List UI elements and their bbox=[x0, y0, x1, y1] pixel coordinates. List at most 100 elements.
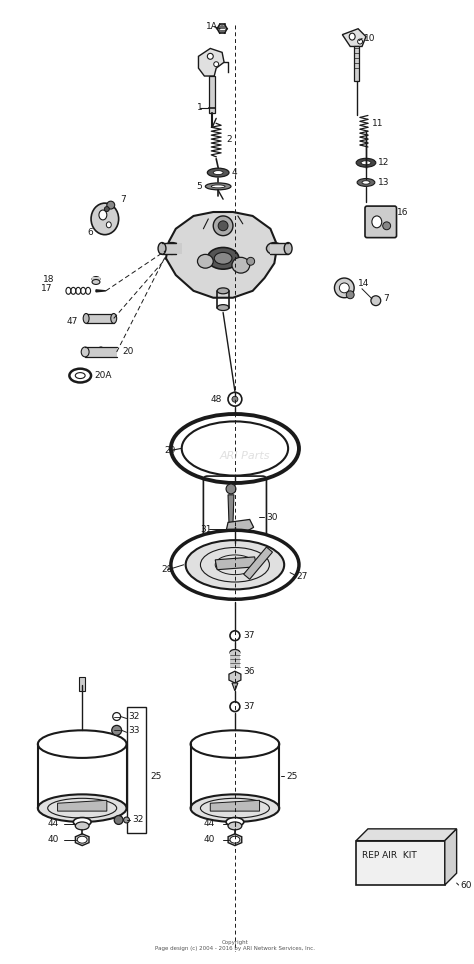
Circle shape bbox=[104, 206, 109, 211]
Ellipse shape bbox=[217, 305, 229, 310]
Bar bbox=[79, 677, 85, 691]
Circle shape bbox=[230, 630, 240, 641]
Circle shape bbox=[335, 278, 354, 298]
Ellipse shape bbox=[207, 248, 239, 269]
Text: 60: 60 bbox=[461, 880, 472, 890]
Polygon shape bbox=[226, 520, 254, 535]
Circle shape bbox=[226, 484, 236, 494]
Ellipse shape bbox=[349, 33, 355, 40]
Ellipse shape bbox=[266, 243, 282, 254]
Polygon shape bbox=[445, 829, 456, 885]
Ellipse shape bbox=[83, 313, 89, 323]
Polygon shape bbox=[229, 524, 233, 532]
Polygon shape bbox=[75, 834, 89, 845]
Bar bbox=[92, 277, 100, 281]
Bar bbox=[162, 243, 182, 254]
Bar bbox=[356, 841, 445, 885]
Polygon shape bbox=[57, 800, 107, 811]
Text: 37: 37 bbox=[243, 702, 255, 711]
Polygon shape bbox=[356, 829, 456, 841]
Ellipse shape bbox=[228, 822, 242, 830]
Circle shape bbox=[114, 816, 123, 824]
Text: 40: 40 bbox=[47, 835, 59, 844]
Text: 47: 47 bbox=[67, 317, 78, 326]
Ellipse shape bbox=[77, 836, 87, 844]
Ellipse shape bbox=[38, 794, 127, 822]
Ellipse shape bbox=[232, 257, 250, 273]
Text: 32: 32 bbox=[132, 816, 144, 824]
Ellipse shape bbox=[92, 277, 100, 281]
Text: 14: 14 bbox=[358, 280, 369, 288]
Text: 16: 16 bbox=[397, 207, 408, 217]
Text: 44: 44 bbox=[47, 819, 59, 828]
Ellipse shape bbox=[230, 836, 240, 844]
Text: 6: 6 bbox=[87, 228, 93, 237]
Polygon shape bbox=[199, 48, 224, 76]
Ellipse shape bbox=[81, 347, 89, 357]
Ellipse shape bbox=[362, 180, 370, 184]
Ellipse shape bbox=[198, 254, 213, 268]
Circle shape bbox=[383, 222, 391, 229]
Circle shape bbox=[232, 396, 238, 402]
Text: 12: 12 bbox=[378, 158, 389, 167]
Ellipse shape bbox=[357, 178, 375, 186]
Ellipse shape bbox=[356, 158, 376, 167]
Circle shape bbox=[107, 201, 115, 209]
Ellipse shape bbox=[284, 243, 292, 254]
Ellipse shape bbox=[171, 530, 299, 600]
Circle shape bbox=[112, 725, 122, 736]
Text: 29: 29 bbox=[164, 446, 175, 455]
Circle shape bbox=[218, 221, 228, 230]
Ellipse shape bbox=[247, 257, 255, 265]
Ellipse shape bbox=[182, 421, 288, 475]
Ellipse shape bbox=[171, 414, 299, 483]
Polygon shape bbox=[232, 683, 238, 691]
Text: 30: 30 bbox=[266, 513, 278, 522]
Circle shape bbox=[207, 53, 213, 59]
Ellipse shape bbox=[99, 210, 107, 220]
Text: 44: 44 bbox=[204, 819, 215, 828]
Circle shape bbox=[339, 283, 349, 293]
Circle shape bbox=[346, 291, 354, 299]
Ellipse shape bbox=[186, 540, 284, 589]
Ellipse shape bbox=[97, 347, 105, 357]
Text: REP AIR  KIT: REP AIR KIT bbox=[362, 851, 417, 861]
Bar bbox=[85, 347, 117, 357]
Bar bbox=[210, 76, 215, 114]
Polygon shape bbox=[210, 800, 260, 811]
Text: 7: 7 bbox=[384, 294, 390, 304]
Text: 13: 13 bbox=[378, 178, 389, 187]
Circle shape bbox=[228, 392, 242, 406]
Ellipse shape bbox=[217, 288, 229, 294]
Ellipse shape bbox=[75, 822, 89, 830]
Ellipse shape bbox=[213, 171, 223, 174]
Text: 25: 25 bbox=[286, 771, 298, 781]
Text: 20A: 20A bbox=[94, 371, 111, 380]
Polygon shape bbox=[96, 290, 106, 292]
Circle shape bbox=[214, 62, 219, 67]
Ellipse shape bbox=[38, 731, 127, 758]
Polygon shape bbox=[228, 495, 234, 524]
Text: 40: 40 bbox=[204, 835, 215, 844]
Ellipse shape bbox=[226, 817, 244, 826]
Ellipse shape bbox=[111, 313, 117, 323]
Ellipse shape bbox=[92, 280, 100, 284]
Circle shape bbox=[113, 712, 120, 720]
Text: 25: 25 bbox=[150, 771, 162, 781]
Bar bbox=[354, 46, 359, 81]
Text: 5: 5 bbox=[197, 182, 202, 191]
Polygon shape bbox=[228, 834, 242, 845]
Text: 48: 48 bbox=[210, 394, 222, 404]
Circle shape bbox=[213, 216, 233, 235]
Circle shape bbox=[357, 40, 363, 44]
Text: 1: 1 bbox=[197, 103, 202, 112]
Text: 36: 36 bbox=[243, 667, 255, 676]
Bar bbox=[270, 243, 288, 254]
Text: 28: 28 bbox=[161, 565, 173, 575]
Ellipse shape bbox=[106, 222, 111, 228]
Text: 7: 7 bbox=[120, 195, 127, 203]
Circle shape bbox=[124, 817, 129, 823]
Text: 4: 4 bbox=[232, 168, 237, 177]
Text: 27: 27 bbox=[296, 572, 308, 581]
Text: 31: 31 bbox=[201, 524, 212, 534]
